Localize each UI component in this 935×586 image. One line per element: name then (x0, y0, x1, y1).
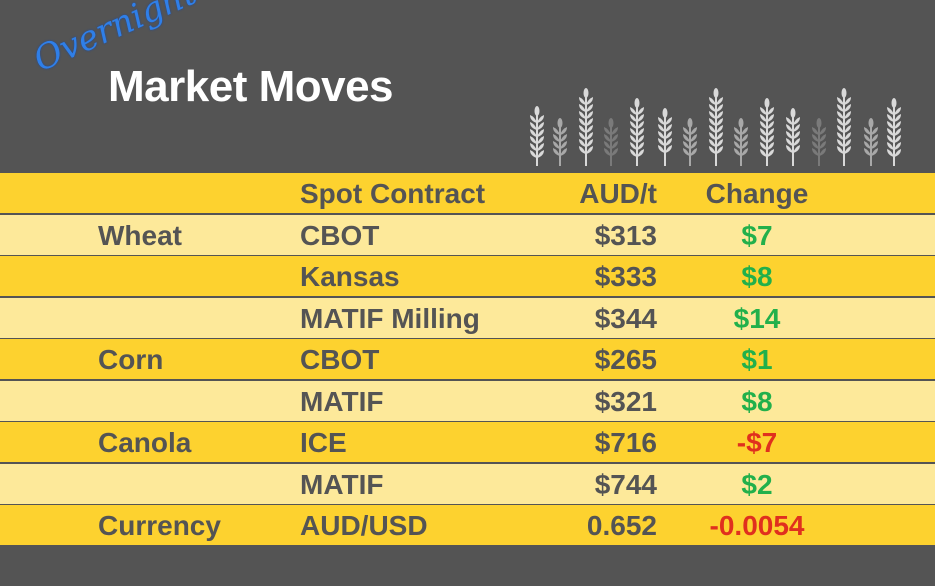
change-cell: $7 (741, 219, 773, 251)
wheat-stalk-icon (630, 98, 644, 166)
banner: Overnight Market Moves (0, 0, 935, 172)
category-cell: Canola (98, 427, 192, 458)
market-table: Spot Contract AUD/t Change Wheat CBOT $313… (0, 173, 935, 547)
price-cell: $716 (594, 427, 657, 458)
wheat-stalk-icon (864, 118, 878, 166)
price-cell: $333 (594, 261, 657, 292)
column-header-change: Change (705, 178, 809, 209)
wheat-stalk-icon (553, 118, 567, 166)
change-cell: $2 (741, 468, 773, 500)
wheat-stalks-illustration (530, 88, 901, 166)
wheat-stalk-icon (709, 88, 723, 166)
wheat-stalk-icon (658, 108, 672, 166)
category-cell: Corn (98, 344, 164, 375)
wheat-stalk-icon (579, 88, 593, 166)
table-row: Currency AUD/USD 0.652 -0.0054 (0, 505, 935, 545)
column-header-contract: Spot Contract (300, 178, 486, 209)
contract-cell: AUD/USD (300, 510, 428, 541)
table-row: Wheat CBOT $313 $7 (0, 214, 935, 255)
contract-cell: ICE (300, 427, 347, 458)
column-header-price: AUD/t (579, 178, 657, 209)
change-cell: $8 (741, 261, 773, 292)
price-cell: $321 (594, 385, 657, 417)
change-cell: $8 (741, 385, 773, 417)
change-cell: $14 (733, 302, 781, 334)
table-row: Kansas $333 $8 (0, 256, 935, 296)
wheat-stalk-icon (786, 108, 800, 166)
page-title: Market Moves (108, 62, 394, 111)
wheat-stalk-icon (734, 118, 748, 166)
price-cell: $744 (594, 468, 657, 500)
category-cell: Wheat (98, 219, 182, 251)
wheat-stalk-icon (760, 98, 774, 166)
change-cell: $1 (741, 344, 773, 375)
wheat-stalk-icon (887, 98, 901, 166)
contract-cell: MATIF Milling (300, 302, 480, 334)
table-header-row: Spot Contract AUD/t Change (0, 173, 935, 213)
wheat-stalk-icon (812, 118, 826, 166)
contract-cell: CBOT (300, 344, 380, 375)
contract-cell: MATIF (300, 468, 384, 500)
wheat-stalk-icon (683, 118, 697, 166)
contract-cell: MATIF (300, 385, 384, 417)
price-cell: $313 (594, 219, 657, 251)
price-cell: $265 (594, 344, 657, 375)
change-cell: -$7 (736, 427, 778, 458)
wheat-stalk-icon (530, 106, 544, 166)
table-row: MATIF $744 $2 (0, 463, 935, 504)
change-cell: -0.0054 (709, 510, 805, 541)
wheat-stalk-icon (837, 88, 851, 166)
price-cell: $344 (594, 302, 657, 334)
contract-cell: CBOT (300, 219, 380, 251)
table-row: Canola ICE $716 -$7 (0, 422, 935, 462)
table-row: MATIF Milling $344 $14 (0, 297, 935, 338)
wheat-stalk-icon (604, 118, 618, 166)
table-row: MATIF $321 $8 (0, 380, 935, 421)
category-cell: Currency (98, 510, 221, 541)
contract-cell: Kansas (300, 261, 400, 292)
price-cell: 0.652 (586, 510, 657, 541)
table-row: Corn CBOT $265 $1 (0, 339, 935, 379)
